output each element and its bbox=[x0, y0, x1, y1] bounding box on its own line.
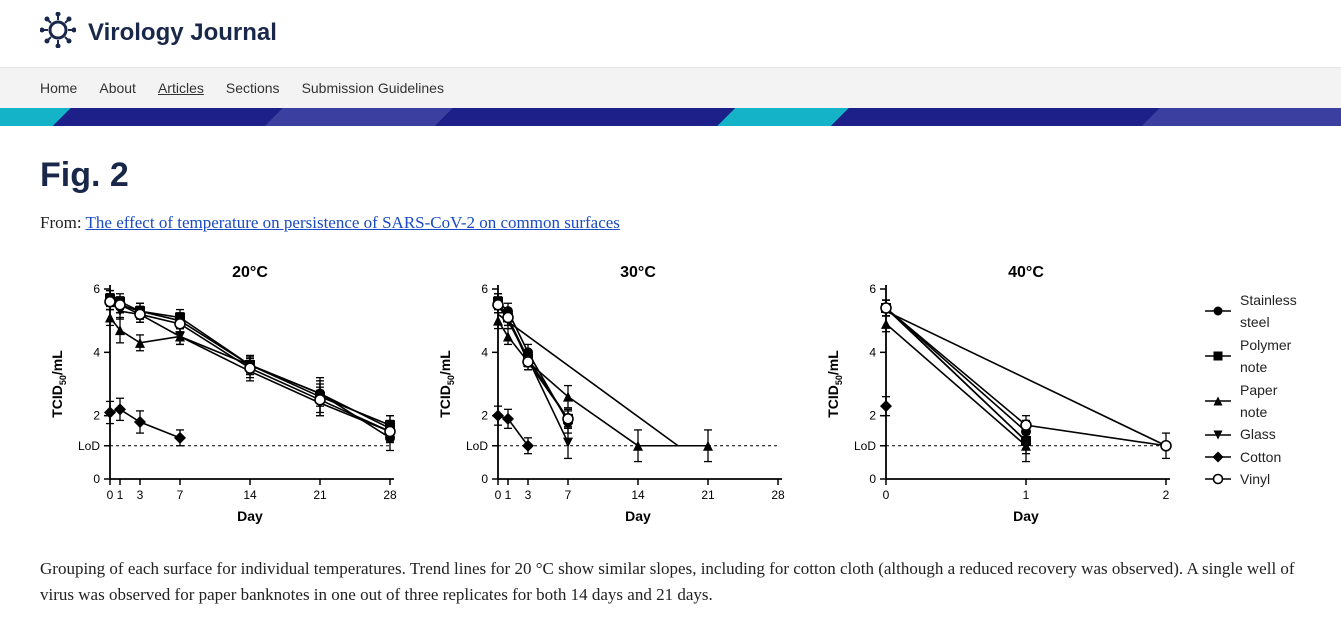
svg-text:4: 4 bbox=[481, 345, 488, 359]
nav-item-articles[interactable]: Articles bbox=[158, 80, 204, 96]
svg-text:Day: Day bbox=[625, 508, 651, 524]
nav-bar: Home About Articles Sections Submission Guid… bbox=[0, 68, 1341, 108]
svg-text:0: 0 bbox=[883, 488, 890, 502]
hero-band bbox=[0, 108, 1341, 126]
svg-text:14: 14 bbox=[243, 488, 257, 502]
svg-text:LoD: LoD bbox=[466, 439, 488, 453]
svg-text:30°C: 30°C bbox=[620, 264, 656, 281]
journal-logo-icon bbox=[40, 12, 76, 53]
svg-text:1: 1 bbox=[1023, 488, 1030, 502]
journal-header: Virology Journal bbox=[0, 0, 1341, 68]
svg-text:21: 21 bbox=[701, 488, 715, 502]
svg-text:TCID50/mL: TCID50/mL bbox=[825, 350, 844, 418]
chart-panel-40c: 40°C 0 2 4 6 LoD 0 1 2 Day TCID50/mL bbox=[816, 259, 1176, 534]
journal-title[interactable]: Virology Journal bbox=[88, 19, 277, 47]
legend-item-steel: Stainless steel bbox=[1204, 289, 1301, 334]
chart-legend: Stainless steelPolymer notePaper noteGla… bbox=[1204, 259, 1301, 491]
chart-panel-30c: 30°C0246LoD0137142128DayTCID50/mL bbox=[428, 259, 788, 534]
legend-item-cotton: Cotton bbox=[1204, 446, 1301, 468]
legend-label: Paper note bbox=[1240, 379, 1301, 424]
svg-text:2: 2 bbox=[93, 409, 100, 423]
figure-panels-row: 20°C0246LoD0137142128DayTCID50/mL30°C024… bbox=[40, 259, 1301, 534]
legend-item-vinyl: Vinyl bbox=[1204, 468, 1301, 490]
svg-text:20°C: 20°C bbox=[232, 264, 268, 281]
svg-text:6: 6 bbox=[481, 282, 488, 296]
svg-text:28: 28 bbox=[771, 488, 785, 502]
chart-panel-20c: 20°C0246LoD0137142128DayTCID50/mL bbox=[40, 259, 400, 534]
svg-text:2: 2 bbox=[1163, 488, 1170, 502]
svg-text:14: 14 bbox=[631, 488, 645, 502]
legend-label: Stainless steel bbox=[1240, 289, 1301, 334]
nav-item-home[interactable]: Home bbox=[40, 80, 77, 96]
figure-source-line: From: The effect of temperature on persi… bbox=[40, 213, 1301, 233]
svg-text:21: 21 bbox=[313, 488, 327, 502]
svg-text:Day: Day bbox=[1013, 508, 1039, 524]
legend-item-glass: Glass bbox=[1204, 423, 1301, 445]
svg-text:7: 7 bbox=[177, 488, 184, 502]
legend-item-polymer: Polymer note bbox=[1204, 334, 1301, 379]
nav-item-about[interactable]: About bbox=[99, 80, 136, 96]
svg-text:7: 7 bbox=[565, 488, 572, 502]
legend-label: Vinyl bbox=[1240, 468, 1270, 490]
legend-item-paper: Paper note bbox=[1204, 379, 1301, 424]
svg-text:2: 2 bbox=[869, 409, 876, 423]
svg-text:40°C: 40°C bbox=[1008, 264, 1044, 281]
svg-text:3: 3 bbox=[137, 488, 144, 502]
svg-text:LoD: LoD bbox=[854, 439, 876, 453]
svg-text:Day: Day bbox=[237, 508, 263, 524]
figure-label: Fig. 2 bbox=[40, 156, 1301, 195]
svg-text:0: 0 bbox=[93, 472, 100, 486]
figure-content: Fig. 2 From: The effect of temperature o… bbox=[0, 126, 1341, 629]
svg-text:4: 4 bbox=[869, 345, 876, 359]
nav-item-sections[interactable]: Sections bbox=[226, 80, 280, 96]
svg-text:6: 6 bbox=[869, 282, 876, 296]
svg-text:1: 1 bbox=[117, 488, 124, 502]
svg-text:TCID50/mL: TCID50/mL bbox=[49, 350, 68, 418]
svg-text:3: 3 bbox=[525, 488, 532, 502]
svg-text:LoD: LoD bbox=[78, 439, 100, 453]
nav-item-submission-guidelines[interactable]: Submission Guidelines bbox=[302, 80, 444, 96]
svg-text:1: 1 bbox=[505, 488, 512, 502]
legend-label: Cotton bbox=[1240, 446, 1281, 468]
svg-text:6: 6 bbox=[93, 282, 100, 296]
figure-source-link[interactable]: The effect of temperature on persistence… bbox=[86, 213, 620, 232]
svg-text:0: 0 bbox=[107, 488, 114, 502]
legend-label: Glass bbox=[1240, 423, 1276, 445]
svg-text:2: 2 bbox=[481, 409, 488, 423]
from-prefix: From: bbox=[40, 213, 86, 232]
svg-text:28: 28 bbox=[383, 488, 397, 502]
svg-text:4: 4 bbox=[93, 345, 100, 359]
svg-text:0: 0 bbox=[495, 488, 502, 502]
svg-text:TCID50/mL: TCID50/mL bbox=[437, 350, 456, 418]
svg-text:0: 0 bbox=[481, 472, 488, 486]
svg-text:0: 0 bbox=[869, 472, 876, 486]
legend-label: Polymer note bbox=[1240, 334, 1301, 379]
figure-caption: Grouping of each surface for individual … bbox=[40, 556, 1301, 609]
